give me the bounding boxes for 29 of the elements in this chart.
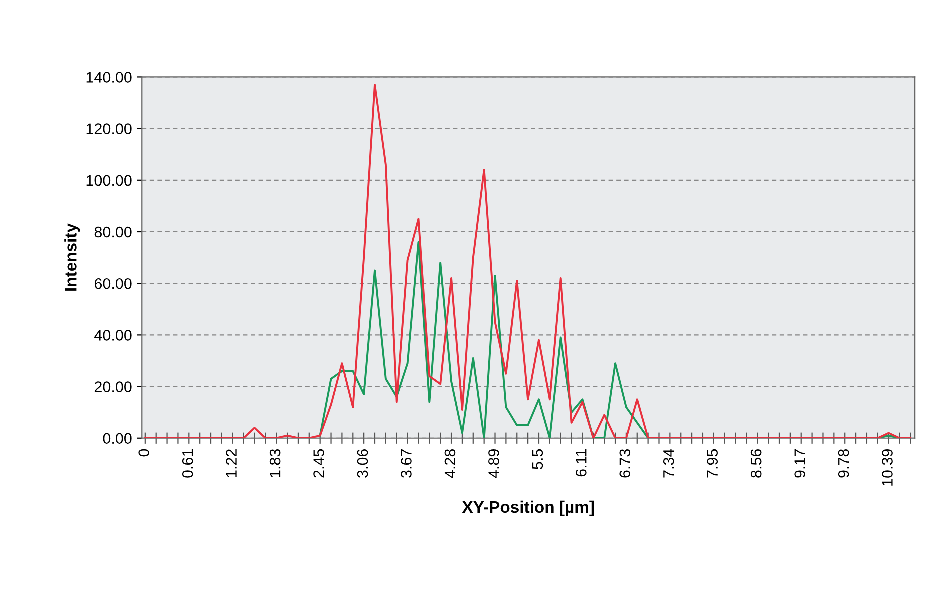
y-tick-label: 140.00 [86, 72, 132, 83]
x-tick-label: 5.5 [532, 449, 544, 470]
x-tick-label: 7.34 [663, 449, 674, 478]
x-tick-label: 3.06 [357, 449, 368, 478]
x-tick-label: 10.39 [882, 450, 893, 486]
x-tick-label: 4.89 [488, 450, 500, 478]
y-axis-title: Intensity [64, 224, 80, 291]
x-tick-label: 9.78 [838, 449, 850, 478]
x-tick-label: 0 [138, 449, 150, 457]
x-tick-label: 1.22 [226, 450, 237, 478]
x-tick-label: 4.28 [444, 449, 456, 478]
x-tick-label: 0.61 [182, 450, 194, 478]
x-tick-label: 9.17 [794, 450, 806, 478]
y-tick-label: 20.00 [94, 382, 132, 392]
y-tick-label: 80.00 [94, 226, 132, 238]
line-series [144, 84, 912, 438]
x-tick-label: 2.45 [314, 449, 324, 478]
x-tick-label: 3.67 [401, 450, 412, 478]
x-tick-label: 1.83 [270, 449, 281, 478]
x-tick-label: 7.95 [707, 449, 718, 478]
y-tick-label: 100.00 [86, 175, 132, 186]
x-tick-label: 6.11 [576, 450, 587, 477]
x-tick-label: 6.73 [620, 449, 631, 478]
x-axis-title: XY-Position [µm] [462, 500, 594, 516]
x-tick-label: 8.56 [750, 449, 762, 478]
y-tick-label: 120.00 [86, 124, 132, 134]
y-tick-label: 40.00 [94, 330, 132, 341]
y-tick-label: 0.00 [103, 433, 132, 444]
y-tick-label: 60.00 [94, 278, 132, 290]
